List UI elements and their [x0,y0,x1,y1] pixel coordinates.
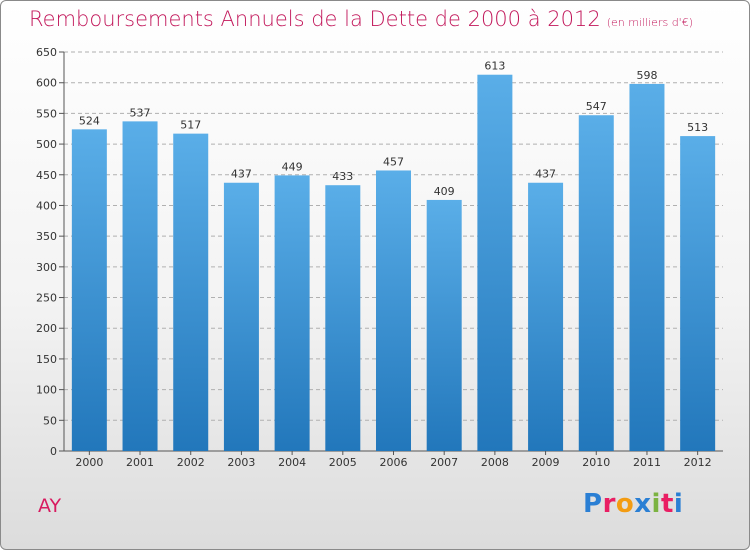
logo-letter: x [634,489,652,519]
x-tick-label-2011: 2011 [633,456,661,469]
data-label-2008: 613 [484,60,505,73]
y-tick-label: 500 [36,138,57,151]
y-tick-label: 0 [50,445,57,458]
proxiti-logo[interactable]: Proxiti [583,489,683,519]
logo-letter: o [615,489,635,519]
y-tick-label: 150 [36,353,57,366]
bar-2010 [578,115,614,452]
data-label-2007: 409 [434,185,455,198]
bar-2006 [376,170,411,452]
bar-2005 [325,185,361,451]
logo-letter: P [583,489,603,519]
y-tick-label: 200 [36,322,57,335]
bar-2011 [629,83,665,452]
y-tick-label: 250 [36,292,57,305]
bar-2008 [477,74,513,451]
bar-2001 [122,121,158,451]
bars [71,74,716,452]
y-tick-label: 600 [36,77,57,90]
y-tick-label: 550 [36,107,57,120]
y-tick-label: 350 [36,230,57,243]
data-label-2000: 524 [79,114,100,127]
bar-2012 [680,136,716,451]
y-tick-label: 650 [36,46,57,59]
data-label-2012: 513 [687,121,708,134]
data-label-2002: 517 [180,119,201,132]
bar-2004 [274,175,310,452]
bar-2003 [223,182,259,451]
data-label-2010: 547 [586,100,607,113]
x-tick-label-2010: 2010 [582,456,610,469]
y-tick-label: 450 [36,169,57,182]
x-tick-label-2002: 2002 [177,456,205,469]
x-tick-label-2003: 2003 [227,456,255,469]
bar-2007 [426,199,462,451]
x-tick-label-2000: 2000 [75,456,103,469]
logo-letter: i [673,489,684,519]
data-label-2003: 437 [231,168,252,181]
logo-letter: r [602,489,616,519]
bar-2000 [71,129,107,452]
x-tick-label-2008: 2008 [481,456,509,469]
data-label-2004: 449 [282,160,303,173]
x-tick-label-2001: 2001 [126,456,154,469]
bar-2002 [173,133,209,451]
labels: 0 50 100 150 200 250 300 350 400 450 500 550 600 650 5… [36,46,712,469]
chart-title: Remboursements Annuels de la Dette de 20… [29,7,693,31]
y-tick-label: 300 [36,261,57,274]
data-label-2001: 537 [130,106,151,119]
y-tick-label: 400 [36,199,57,212]
chart-subtitle: (en milliers d'€) [606,16,693,29]
x-tick-label-2006: 2006 [380,456,408,469]
x-tick-label-2004: 2004 [278,456,306,469]
x-tick-label-2005: 2005 [329,456,357,469]
y-tick-label: 50 [43,414,57,427]
data-label-2006: 457 [383,155,404,168]
x-tick-label-2007: 2007 [430,456,458,469]
data-label-2011: 598 [636,69,657,82]
data-label-2005: 433 [332,170,353,183]
data-label-2009: 437 [535,168,556,181]
commune-name: AY [38,495,62,517]
bar-2009 [528,182,564,451]
logo-letter: t [660,489,674,519]
x-tick-label-2012: 2012 [684,456,712,469]
y-tick-label: 100 [36,384,57,397]
x-tick-label-2009: 2009 [532,456,560,469]
logo-letter: i [651,489,661,519]
